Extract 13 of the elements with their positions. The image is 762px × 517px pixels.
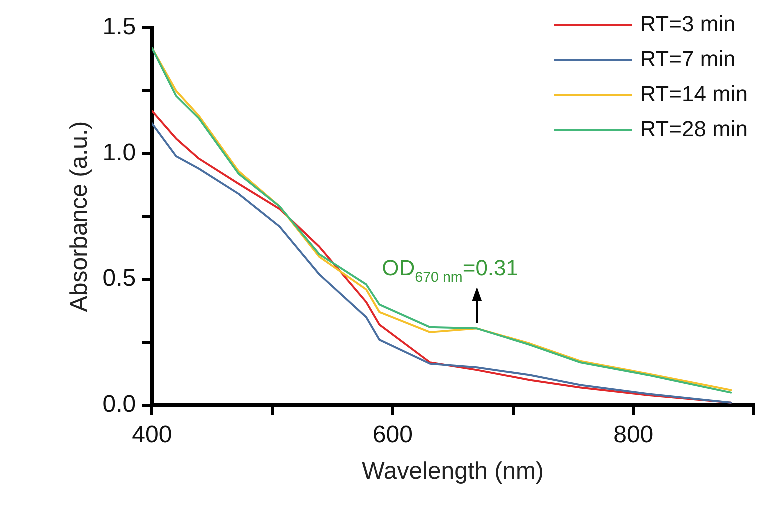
x-tick-label: 400 <box>132 421 172 448</box>
y-tick-label: 0.0 <box>102 391 136 418</box>
legend-label: RT=3 min <box>640 12 736 37</box>
y-tick-label: 1.0 <box>102 139 136 166</box>
x-tick-label: 800 <box>614 421 654 448</box>
x-tick-label: 600 <box>372 421 413 448</box>
x-axis-title: Wavelength (nm) <box>362 458 544 486</box>
y-tick-label: 1.5 <box>102 14 136 41</box>
legend-label: RT=14 min <box>640 82 748 107</box>
y-axis-title: Absorbance (a.u.) <box>66 121 94 312</box>
legend-label: RT=28 min <box>640 116 748 142</box>
y-tick-label: 0.5 <box>102 265 136 292</box>
legend-label: RT=7 min <box>640 46 736 72</box>
